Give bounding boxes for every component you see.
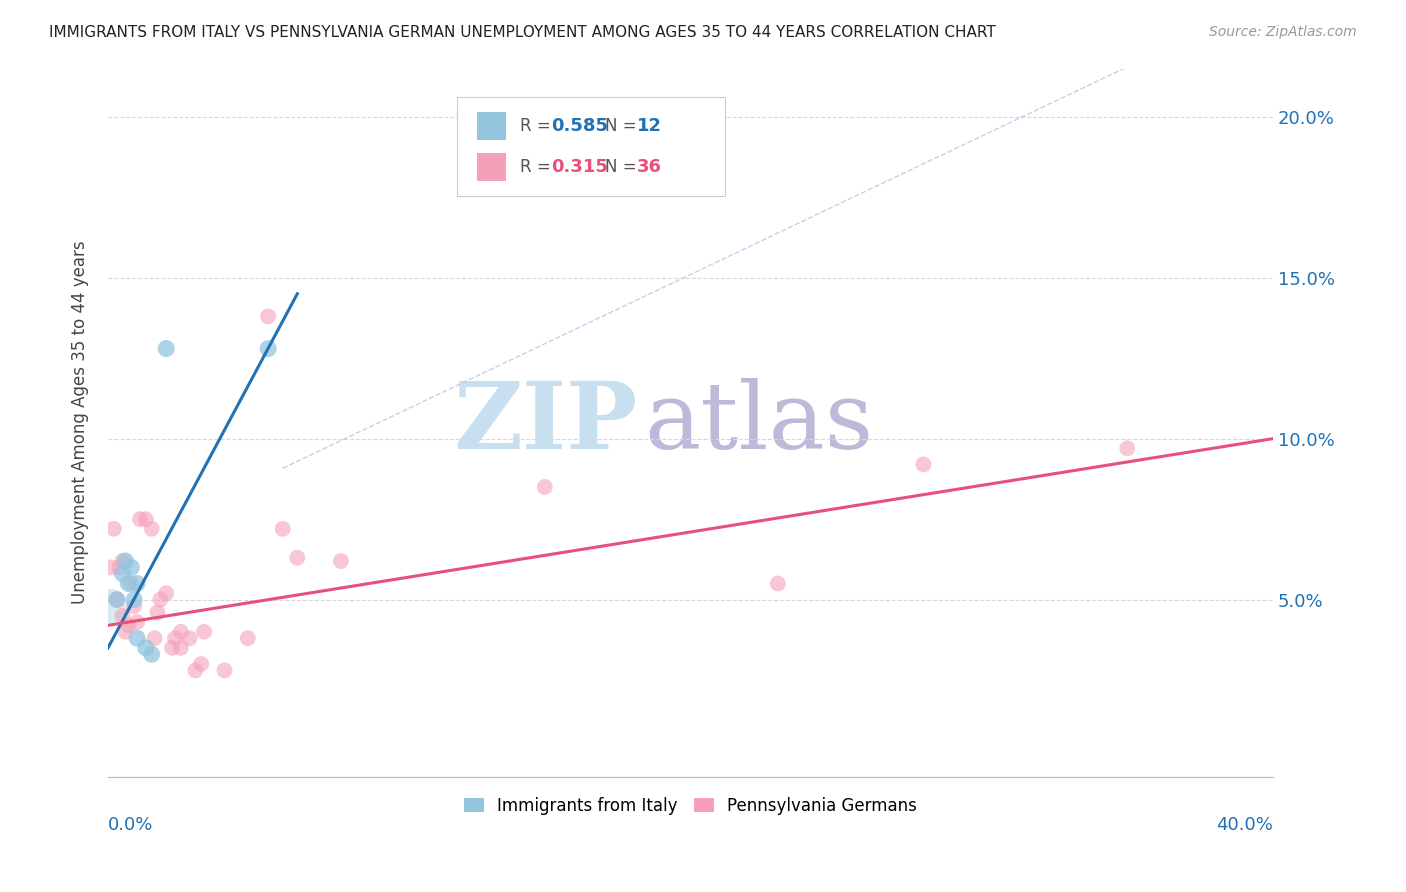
Point — [127, 631, 149, 645]
Point — [111, 608, 134, 623]
Point — [127, 615, 149, 629]
Point — [100, 599, 122, 613]
Point — [912, 458, 935, 472]
Point — [111, 566, 134, 581]
Bar — [477, 112, 506, 140]
Text: R =: R = — [520, 117, 557, 136]
Point — [257, 342, 280, 356]
Text: Source: ZipAtlas.com: Source: ZipAtlas.com — [1209, 25, 1357, 39]
FancyBboxPatch shape — [457, 97, 725, 196]
Point — [135, 512, 157, 526]
Point — [163, 631, 186, 645]
Text: R =: R = — [520, 158, 557, 176]
Text: 0.0%: 0.0% — [108, 815, 153, 833]
Point — [190, 657, 212, 671]
Point — [160, 640, 183, 655]
Point — [271, 522, 294, 536]
Point — [129, 512, 152, 526]
Point — [184, 664, 207, 678]
Text: IMMIGRANTS FROM ITALY VS PENNSYLVANIA GERMAN UNEMPLOYMENT AMONG AGES 35 TO 44 YE: IMMIGRANTS FROM ITALY VS PENNSYLVANIA GE… — [49, 25, 995, 40]
Point — [120, 576, 142, 591]
Point — [127, 576, 149, 591]
Y-axis label: Unemployment Among Ages 35 to 44 years: Unemployment Among Ages 35 to 44 years — [72, 241, 89, 605]
Point — [103, 522, 125, 536]
Point — [155, 342, 177, 356]
Text: ZIP: ZIP — [454, 377, 638, 467]
Point — [122, 599, 145, 613]
Point — [170, 640, 193, 655]
Point — [179, 631, 201, 645]
Text: 36: 36 — [637, 158, 662, 176]
Point — [766, 576, 789, 591]
Point — [105, 592, 128, 607]
Point — [149, 592, 172, 607]
Point — [257, 310, 280, 324]
Point — [170, 624, 193, 639]
Point — [114, 624, 136, 639]
Point — [141, 522, 163, 536]
Point — [1116, 442, 1139, 456]
Point — [120, 560, 142, 574]
Text: N =: N = — [606, 117, 643, 136]
Point — [285, 550, 308, 565]
Point — [114, 554, 136, 568]
Point — [135, 640, 157, 655]
Point — [117, 576, 139, 591]
Text: N =: N = — [606, 158, 643, 176]
Point — [193, 624, 215, 639]
Text: 0.585: 0.585 — [551, 117, 607, 136]
Point — [141, 648, 163, 662]
Point — [100, 560, 122, 574]
Bar — [477, 153, 506, 181]
Text: 12: 12 — [637, 117, 662, 136]
Point — [330, 554, 353, 568]
Point — [105, 592, 128, 607]
Point — [214, 664, 236, 678]
Point — [534, 480, 557, 494]
Text: 40.0%: 40.0% — [1216, 815, 1272, 833]
Point — [143, 631, 166, 645]
Point — [117, 618, 139, 632]
Point — [146, 606, 169, 620]
Legend: Immigrants from Italy, Pennsylvania Germans: Immigrants from Italy, Pennsylvania Germ… — [457, 790, 924, 822]
Point — [155, 586, 177, 600]
Text: atlas: atlas — [644, 377, 873, 467]
Point — [111, 554, 134, 568]
Point — [236, 631, 259, 645]
Point — [108, 560, 131, 574]
Text: 0.315: 0.315 — [551, 158, 607, 176]
Point — [122, 592, 145, 607]
